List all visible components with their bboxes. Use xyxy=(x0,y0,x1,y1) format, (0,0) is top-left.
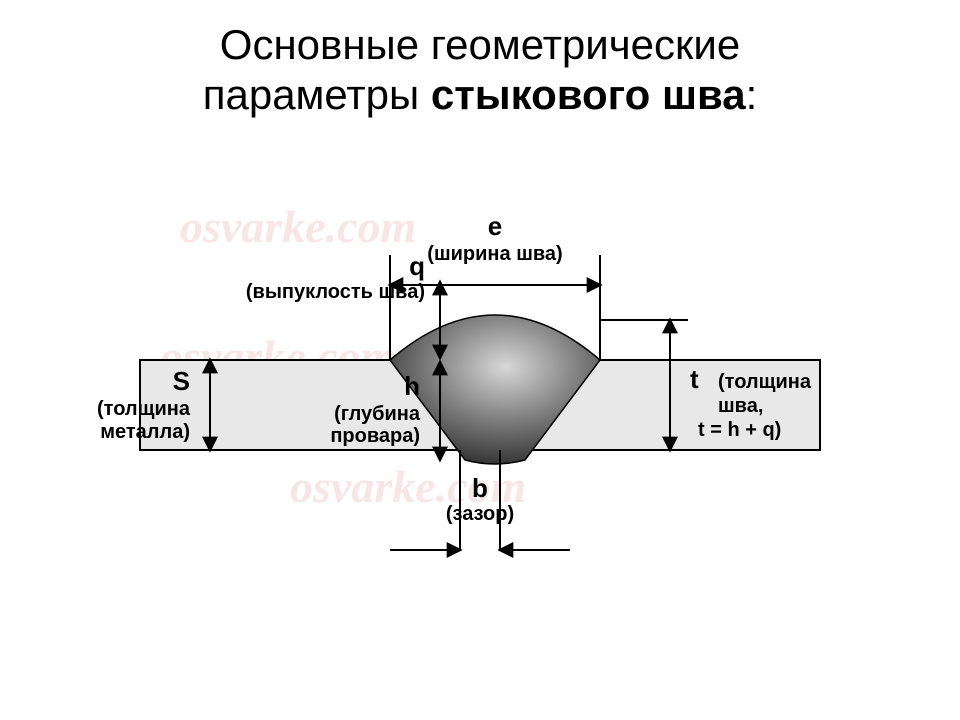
label-b-txt: (зазор) xyxy=(446,503,514,525)
title-line2b: стыкового шва xyxy=(431,71,746,118)
label-b-sym: b xyxy=(472,473,488,503)
label-q-txt: (выпуклость шва) xyxy=(246,281,425,303)
label-t-txt1: (толщина xyxy=(718,371,812,393)
label-S-txt1: (толщина xyxy=(97,398,191,420)
title-colon: : xyxy=(746,71,758,118)
label-h-txt2: провара) xyxy=(330,425,420,447)
label-S-txt2: металла) xyxy=(100,421,190,443)
label-t-txt2: шва, xyxy=(718,395,763,417)
label-e-sym: e xyxy=(488,211,502,241)
label-h-txt1: (глубина xyxy=(334,403,421,425)
label-q-sym: q xyxy=(409,251,425,281)
label-e-txt: (ширина шва) xyxy=(427,243,562,265)
page-title: Основные геометрические параметры стыков… xyxy=(0,20,960,121)
title-line1: Основные геометрические xyxy=(220,21,740,68)
title-line2a: параметры xyxy=(203,71,431,118)
weld-diagram: e(ширина шва)q(выпуклость шва) h(глубинап… xyxy=(80,170,880,650)
label-t-txt3: t = h + q) xyxy=(698,419,781,441)
label-S-sym: S xyxy=(173,366,190,396)
label-t-sym: t xyxy=(690,364,699,394)
label-h-sym: h xyxy=(404,371,420,401)
